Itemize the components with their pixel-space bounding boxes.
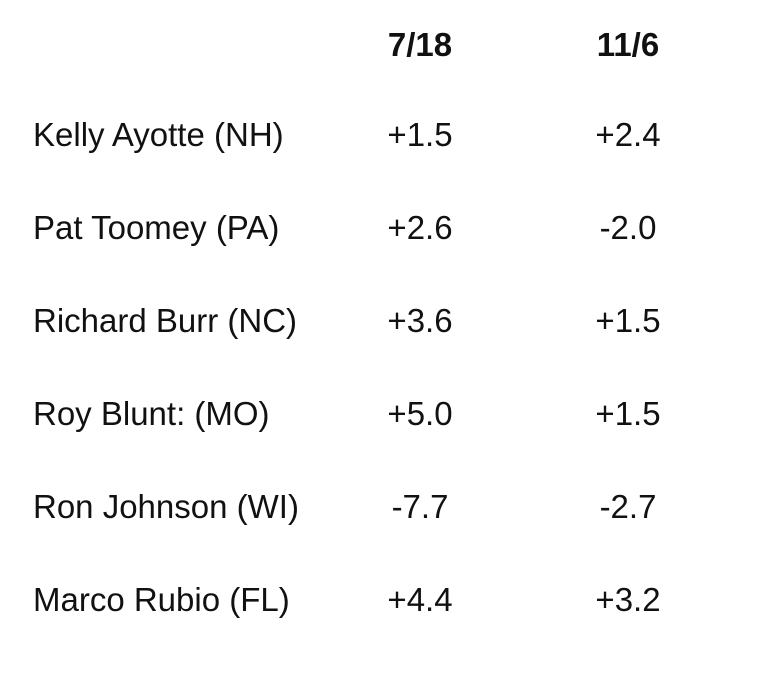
- cell-value: +2.4: [595, 116, 661, 153]
- cell-value: -2.0: [599, 209, 657, 246]
- cell-value: +2.6: [387, 209, 453, 246]
- column-header: 11/6: [596, 26, 660, 63]
- row-label: Roy Blunt: (MO): [33, 395, 270, 432]
- row-label: Richard Burr (NC): [33, 302, 298, 339]
- row-label: Ron Johnson (WI): [33, 488, 299, 525]
- cell-value: +1.5: [595, 302, 661, 339]
- cell-value: +3.6: [387, 302, 453, 339]
- cell-value: +4.4: [387, 581, 453, 618]
- row-label: Pat Toomey (PA): [33, 209, 280, 246]
- row-label: Marco Rubio (FL): [33, 581, 290, 618]
- cell-value: -2.7: [599, 488, 657, 525]
- column-header: 7/18: [387, 26, 453, 63]
- cell-value: +1.5: [387, 116, 453, 153]
- cell-value: +1.5: [595, 395, 661, 432]
- cell-value: +3.2: [595, 581, 661, 618]
- cell-value: -7.7: [391, 488, 449, 525]
- row-label: Kelly Ayotte (NH): [33, 116, 284, 153]
- cell-value: +5.0: [387, 395, 453, 432]
